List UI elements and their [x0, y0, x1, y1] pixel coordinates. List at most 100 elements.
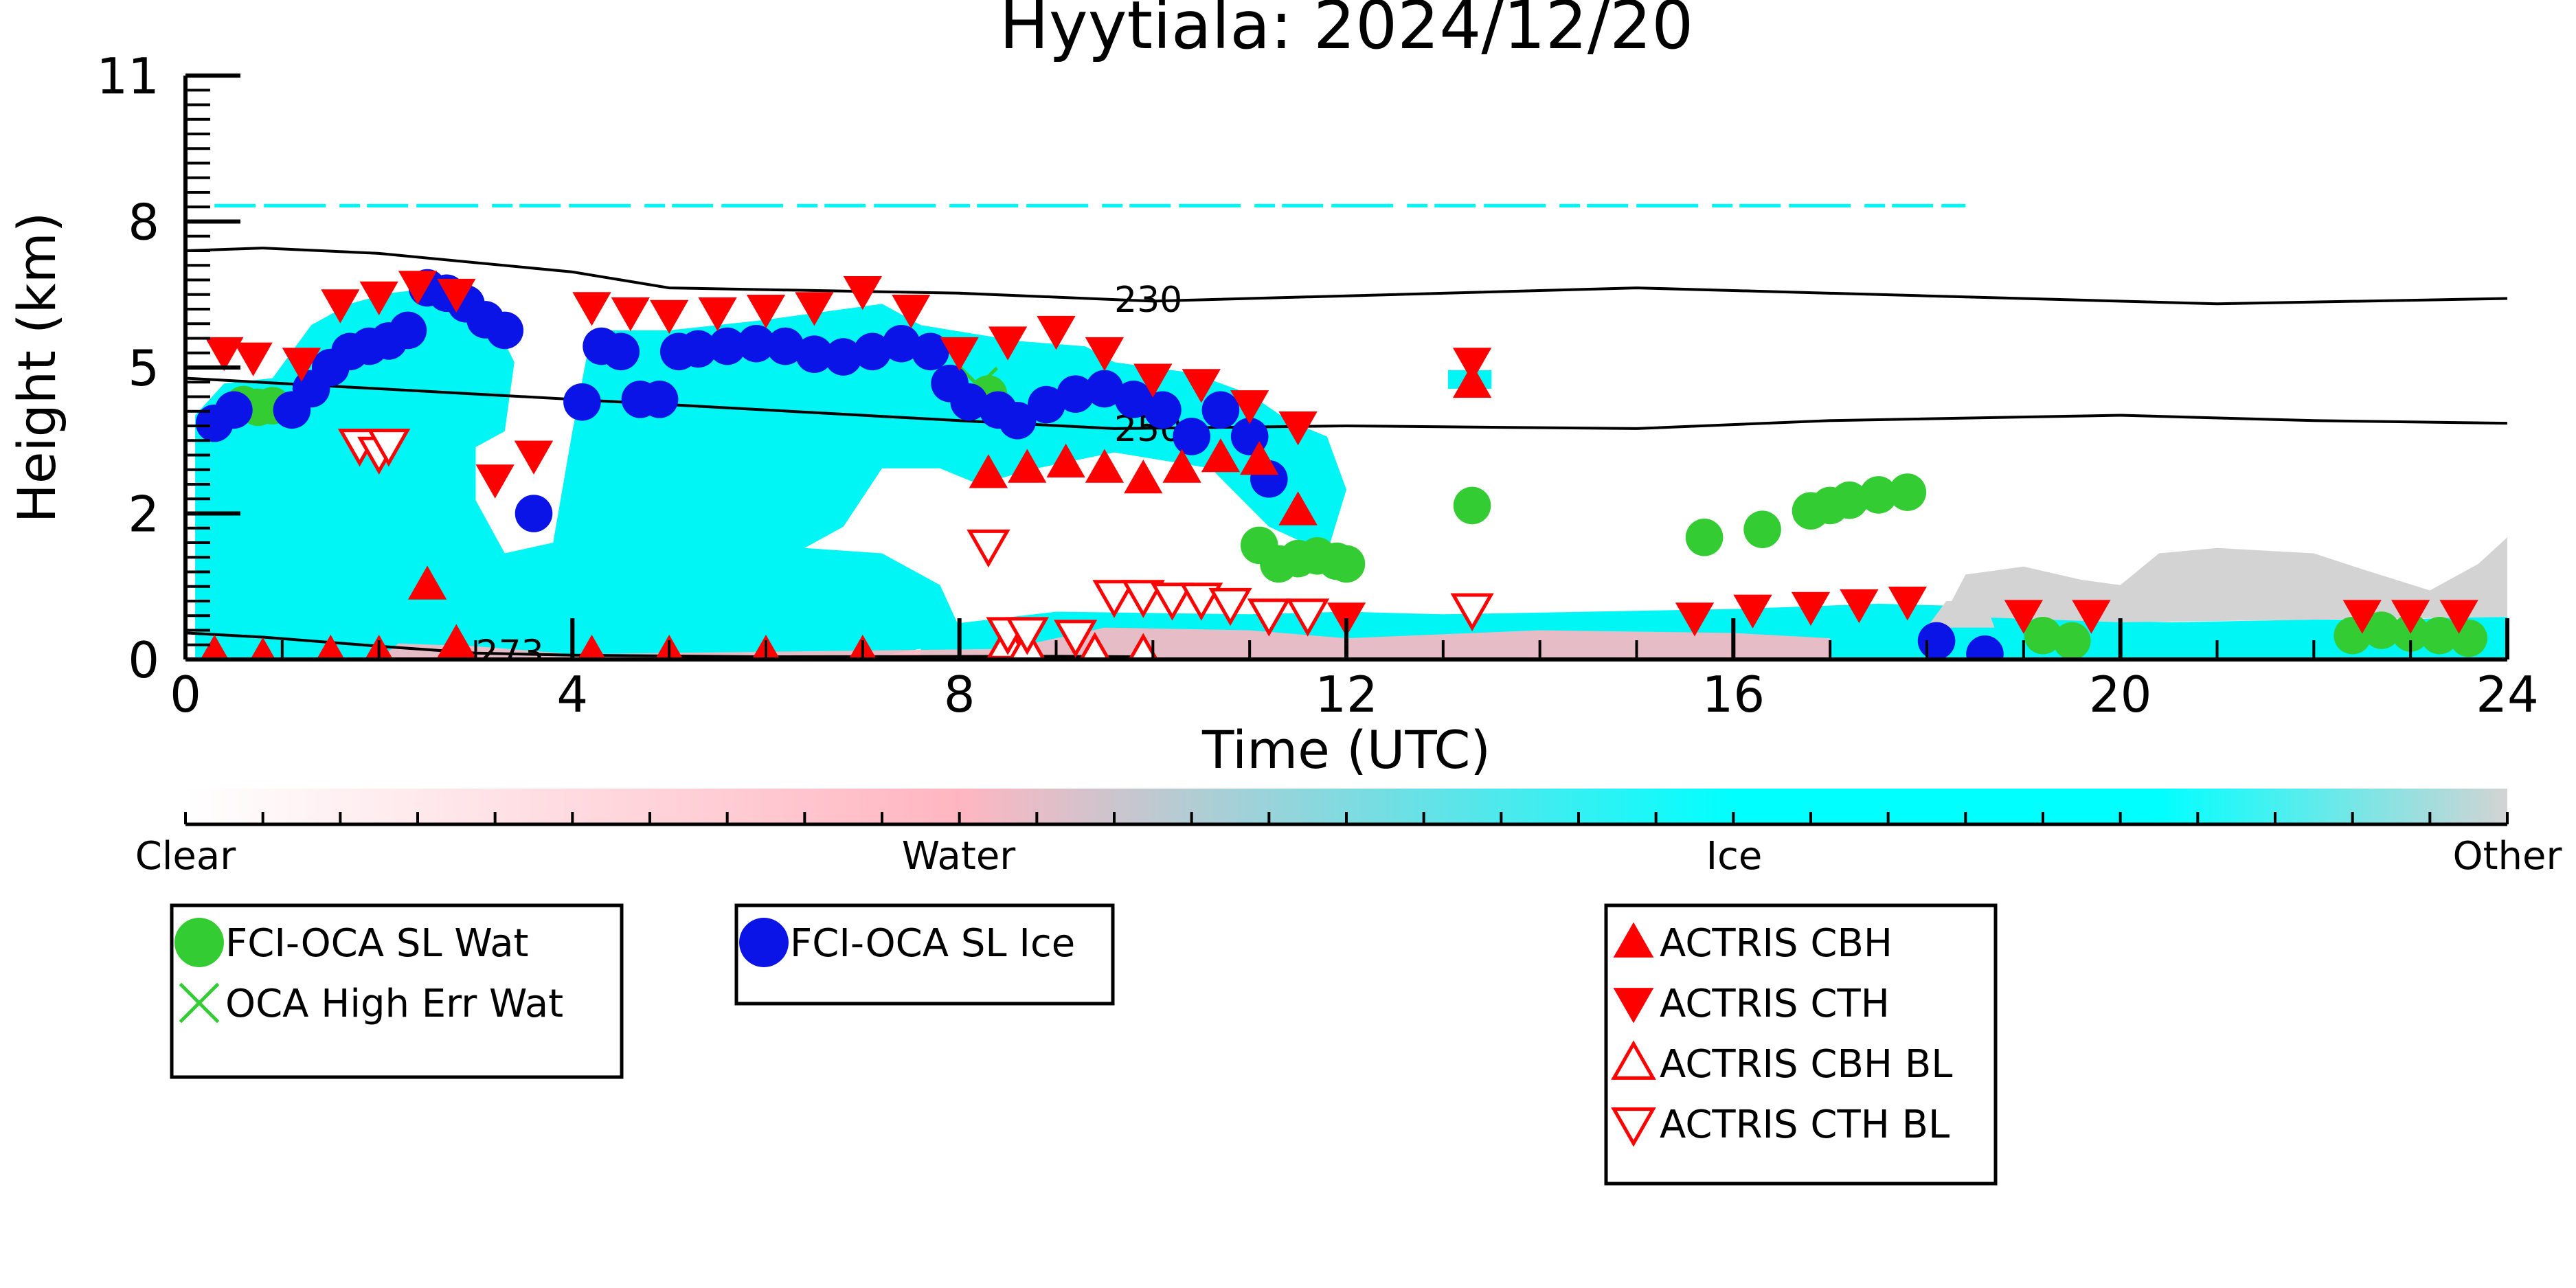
legend-label: ACTRIS CBH: [1660, 921, 1893, 966]
marker-fci-oca-sl-ice: [708, 327, 746, 365]
marker-fci-oca-sl-ice: [1966, 635, 2004, 659]
marker-fci-oca-sl-ice: [766, 327, 804, 365]
marker-fci-oca-sl-ice: [1201, 391, 1240, 429]
marker-actris-cth: [2342, 600, 2382, 634]
marker-fci-oca-sl-ice: [1917, 622, 1956, 659]
legend-label: FCI-OCA SL Wat: [225, 921, 529, 966]
contour-label-230: 230: [1114, 280, 1182, 321]
legend-frame: [170, 903, 624, 1079]
marker-actris-cth: [2004, 600, 2043, 634]
marker-fci-oca-sl-wat: [1831, 481, 1868, 519]
marker-actris-cth-bl: [1005, 617, 1049, 655]
marker-actris-cbh: [1278, 491, 1318, 526]
y-tick-label: 5: [128, 339, 159, 397]
series-fci-oca-sl-wat: [225, 375, 2487, 659]
marker-actris-cbh: [969, 454, 1008, 488]
marker-actris-cth: [1791, 591, 1831, 626]
marker-actris-cth: [746, 295, 786, 329]
marker-fci-oca-sl-wat: [1860, 476, 1897, 514]
legend-box-1: FCI-OCA SL Wat OCA High Err Wat: [170, 903, 624, 1079]
legend-box-2: FCI-OCA SL Ice: [734, 903, 1115, 1006]
marker-fci-oca-sl-wat: [2053, 622, 2091, 659]
y-axis-label: Height (km): [6, 212, 67, 523]
marker-actris-cth: [1733, 594, 1772, 629]
marker-actris-cth: [1278, 411, 1318, 446]
marker-actris-cbh-bl: [1078, 631, 1111, 659]
marker-actris-cbh: [1162, 449, 1201, 483]
chart-title: Hyytiala: 2024/12/20: [999, 0, 1694, 64]
contour-line-230: [185, 247, 2507, 306]
marker-fci-oca-sl-ice: [1085, 370, 1124, 408]
series-actris-cbh: [200, 363, 1492, 659]
marker-fci-oca-sl-ice: [1057, 375, 1094, 413]
marker-actris-cth: [514, 440, 554, 475]
marker-actris-cth: [398, 271, 438, 305]
marker-actris-cth: [359, 281, 398, 316]
other-region-sliver: [1927, 601, 1995, 628]
marker-actris-cth: [650, 300, 689, 335]
marker-actris-cth: [843, 276, 882, 310]
marker-actris-cth: [698, 297, 737, 332]
marker-actris-cth: [437, 278, 476, 313]
legend-label: ACTRIS CTH: [1660, 982, 1890, 1026]
ice-region-main: [195, 288, 1346, 659]
marker-actris-cth: [282, 348, 321, 382]
marker-fci-oca-sl-ice: [998, 401, 1037, 440]
marker-actris-cth-bl: [1054, 620, 1098, 658]
marker-actris-cth: [1675, 602, 1715, 637]
marker-actris-cbh: [316, 634, 345, 659]
marker-actris-cth: [795, 292, 834, 326]
legend-label: ACTRIS CBH BL: [1660, 1042, 1952, 1087]
x-tick-label: 8: [944, 666, 975, 723]
legend-label: FCI-OCA SL Ice: [790, 921, 1075, 966]
marker-actris-cbh: [1124, 459, 1163, 494]
marker-actris-cth: [1182, 369, 1221, 403]
marker-actris-cbh: [1201, 438, 1241, 473]
marker-actris-cth: [940, 337, 979, 372]
marker-actris-cth: [205, 337, 244, 372]
legend-marker-actris-cbh: [1613, 922, 1654, 958]
marker-actris-cth: [234, 342, 273, 376]
axes: 0 2 5 8 11 0 4 8 12 16 20 24: [96, 47, 2538, 723]
legend-marker-actris-cth-bl: [1611, 1107, 1656, 1147]
classification-colorbar: Clear Water Ice Other: [135, 789, 2562, 879]
marker-actris-cth: [572, 292, 611, 326]
marker-actris-cbh: [250, 637, 276, 659]
marker-fci-oca-sl-wat: [1453, 486, 1491, 525]
colorbar-ticks: [184, 812, 2509, 824]
marker-fci-oca-sl-ice: [215, 391, 253, 429]
x-axis-label: Time (UTC): [1201, 719, 1491, 780]
legend-marker-fci-oca-sl-wat: [174, 918, 224, 967]
y-tick-label: 0: [128, 631, 159, 689]
marker-fci-oca-sl-ice: [486, 311, 524, 350]
marker-actris-cbh: [200, 634, 229, 659]
legend-box-3: ACTRIS CBH ACTRIS CTH ACTRIS CBH BL ACTRIS …: [1604, 903, 1998, 1186]
cloud-classification-field: [195, 203, 2507, 659]
marker-actris-cth: [988, 326, 1028, 361]
marker-actris-cth-bl: [1450, 593, 1494, 631]
marker-actris-cth: [1085, 337, 1125, 372]
marker-actris-cbh: [407, 565, 447, 600]
legend-frame: [734, 903, 1115, 1006]
series-actris-cth: [205, 271, 2478, 637]
x-tick-label: 24: [2476, 666, 2539, 723]
marker-fci-oca-sl-ice: [1144, 391, 1182, 429]
colorbar-label-water: Water: [902, 834, 1017, 879]
marker-fci-oca-sl-ice: [563, 383, 601, 421]
marker-fci-oca-sl-ice: [640, 381, 679, 418]
marker-actris-cth-bl: [1179, 583, 1223, 621]
observation-markers: [195, 269, 2487, 659]
marker-fci-oca-sl-wat: [2024, 616, 2062, 655]
marker-actris-cth-bl: [1092, 580, 1136, 618]
marker-fci-oca-sl-ice: [795, 335, 833, 373]
marker-fci-oca-sl-ice: [737, 324, 776, 363]
legend-label: ACTRIS CTH BL: [1660, 1103, 1950, 1147]
marker-actris-cth: [1888, 587, 1927, 621]
marker-fci-oca-sl-ice: [602, 332, 640, 371]
marker-fci-oca-sl-wat: [1743, 510, 1781, 548]
legend-label: OCA High Err Wat: [225, 982, 563, 1026]
marker-fci-oca-sl-ice: [824, 338, 862, 376]
marker-actris-cth-bl: [967, 529, 1010, 568]
